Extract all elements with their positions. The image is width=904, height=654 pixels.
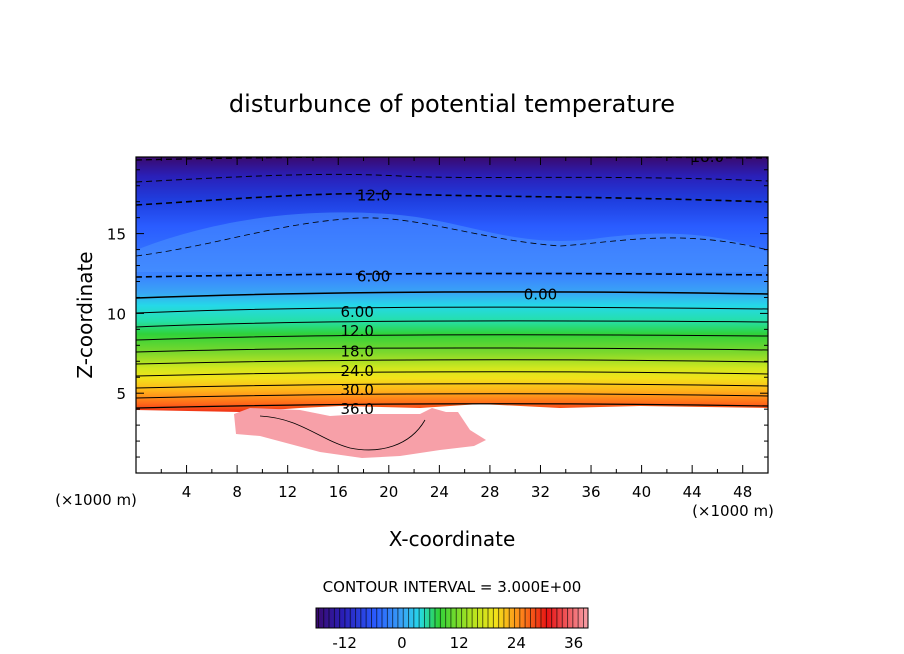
x-axis-ticks: 4 8 12 16 20 24 28 32 36 40 44 48 bbox=[160, 157, 752, 501]
x-tick-label: 48 bbox=[733, 483, 752, 501]
x-tick-label: 32 bbox=[531, 483, 550, 501]
colorbar-ticks: -12 0 12 24 36 bbox=[332, 634, 583, 652]
contour-interval-text: CONTOUR INTERVAL = 3.000E+00 bbox=[323, 578, 582, 596]
contour-neg-c bbox=[136, 192, 768, 206]
x-tick-label: 44 bbox=[683, 483, 702, 501]
x-tick-label: 40 bbox=[632, 483, 651, 501]
colorbar-frame bbox=[315, 607, 589, 629]
x-tick-label: 36 bbox=[581, 483, 600, 501]
colorbar: -12 0 12 24 36 bbox=[315, 607, 589, 652]
x-axis-title: X-coordinate bbox=[389, 527, 516, 551]
contour-label: 24.0 bbox=[340, 362, 373, 380]
contour-pos-2 bbox=[136, 320, 768, 328]
x-tick-label: 24 bbox=[430, 483, 449, 501]
contour-pos-4 bbox=[136, 347, 768, 353]
contour-pos-7 bbox=[136, 383, 768, 389]
x-tick-label: 12 bbox=[278, 483, 297, 501]
y-axis-ticks: 5 10 15 bbox=[107, 169, 768, 458]
colorbar-tick-label: 0 bbox=[397, 634, 407, 652]
x-tick-label: 28 bbox=[480, 483, 499, 501]
x-unit-left: (×1000 m) bbox=[55, 491, 137, 509]
contour-label: 18.0 bbox=[691, 148, 724, 166]
contour-pos-9 bbox=[136, 403, 768, 409]
chart-title: disturbunce of potential temperature bbox=[229, 90, 675, 118]
contour-pos-0 bbox=[136, 291, 768, 299]
colorbar-tick-label: 12 bbox=[450, 634, 469, 652]
contour-label: 12.0 bbox=[357, 186, 390, 204]
x-tick-label: 20 bbox=[379, 483, 398, 501]
plot-frame bbox=[135, 156, 769, 474]
contour-label: 18.0 bbox=[340, 343, 373, 361]
contour-label: 12.0 bbox=[340, 322, 373, 340]
y-tick-label: 15 bbox=[107, 226, 126, 244]
contour-pos-5 bbox=[136, 359, 768, 365]
contour-label: 36.0 bbox=[340, 400, 373, 418]
contour-neg-d bbox=[136, 217, 768, 257]
light-blue-region bbox=[136, 212, 768, 272]
x-tick-label: 4 bbox=[182, 483, 192, 501]
pink-anomaly bbox=[234, 408, 486, 458]
contour-label: 30.0 bbox=[340, 381, 373, 399]
colorbar-tick-label: 36 bbox=[564, 634, 583, 652]
contour-pos-6 bbox=[136, 371, 768, 377]
contour-label: 6.00 bbox=[340, 303, 373, 321]
contour-neg-b bbox=[136, 173, 768, 183]
contour-pos-1 bbox=[136, 306, 768, 314]
contour-pos-3 bbox=[136, 334, 768, 341]
x-tick-label: 8 bbox=[232, 483, 242, 501]
contour-pos-8 bbox=[136, 393, 768, 399]
contour-label: 6.00 bbox=[357, 268, 390, 286]
contour-label: 0.00 bbox=[524, 285, 557, 303]
y-axis-title: Z-coordinate bbox=[73, 251, 97, 378]
x-unit-right: (×1000 m) bbox=[692, 502, 774, 520]
inner-contour bbox=[259, 415, 426, 451]
colorbar-tick-label: 24 bbox=[507, 634, 526, 652]
colorbar-tick-label: -12 bbox=[332, 634, 357, 652]
positive-contours bbox=[136, 291, 768, 409]
contour-neg-e bbox=[136, 272, 768, 278]
x-tick-label: 16 bbox=[329, 483, 348, 501]
y-tick-label: 10 bbox=[107, 305, 126, 323]
colorbar-stripes bbox=[316, 608, 588, 628]
y-tick-label: 5 bbox=[116, 385, 126, 403]
